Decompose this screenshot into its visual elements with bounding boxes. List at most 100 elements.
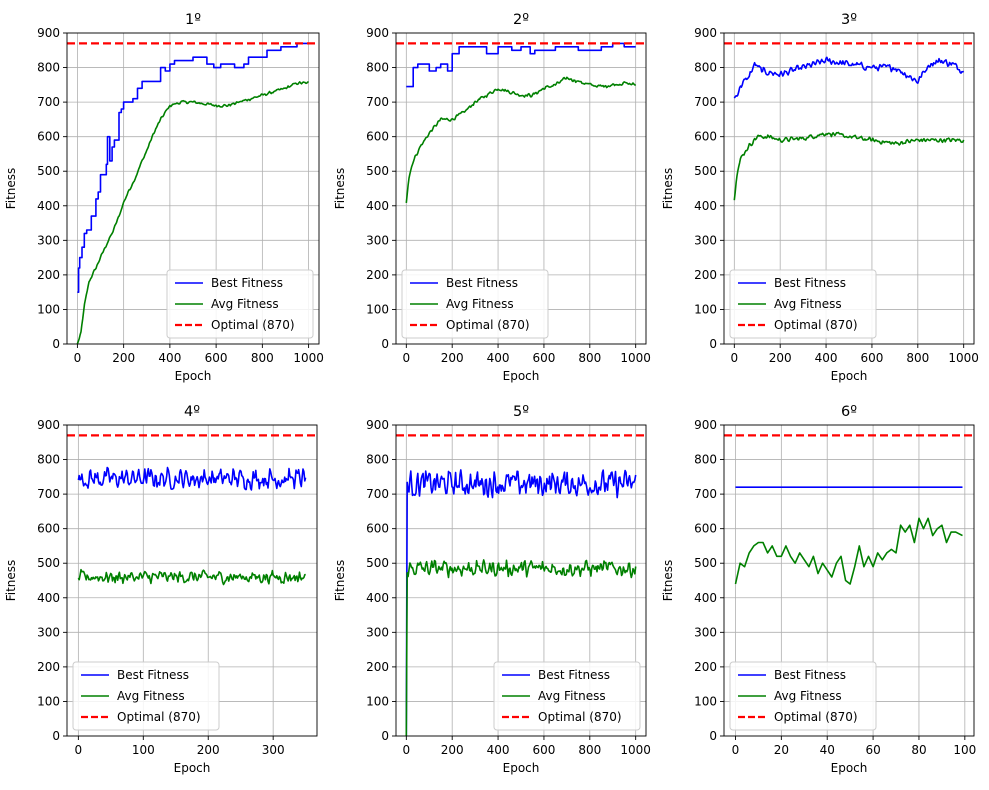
chart-title: 6º — [841, 404, 857, 420]
series-best-fitness — [733, 56, 965, 99]
legend-label: Optimal (870) — [446, 318, 530, 332]
y-axis-label: Fitness — [4, 560, 18, 602]
legend-label: Best Fitness — [211, 276, 283, 290]
x-tick-label: 800 — [578, 351, 601, 365]
plot-area — [396, 434, 646, 736]
y-tick-label: 600 — [366, 522, 389, 536]
x-tick-label: 200 — [197, 743, 220, 757]
y-tick-label: 100 — [37, 694, 60, 708]
y-tick-label: 600 — [366, 130, 389, 144]
x-tick-label: 1000 — [620, 743, 651, 757]
y-tick-label: 400 — [366, 591, 389, 605]
x-tick-label: 600 — [205, 351, 228, 365]
x-axis-label: Epoch — [174, 761, 211, 775]
y-axis-label: Fitness — [661, 560, 675, 602]
plot-area — [67, 42, 319, 344]
axes-frame — [395, 32, 647, 345]
y-tick-label: 800 — [366, 453, 389, 467]
y-tick-label: 300 — [366, 625, 389, 639]
y-tick-label: 0 — [709, 337, 717, 351]
y-tick-label: 400 — [37, 591, 60, 605]
x-tick-label: 60 — [865, 743, 880, 757]
y-tick-label: 700 — [366, 95, 389, 109]
x-tick-label: 80 — [911, 743, 926, 757]
legend-box — [166, 269, 314, 339]
legend-label: Best Fitness — [117, 668, 189, 682]
y-tick-label: 0 — [709, 729, 717, 743]
x-tick-label: 0 — [732, 743, 740, 757]
y-tick-label: 900 — [694, 26, 717, 40]
series-avg-fitness — [405, 76, 637, 203]
y-tick-label: 500 — [37, 556, 60, 570]
legend-box — [493, 661, 641, 731]
x-tick-label: 300 — [262, 743, 285, 757]
legend-label: Avg Fitness — [211, 297, 279, 311]
x-tick-label: 200 — [112, 351, 135, 365]
x-tick-label: 1000 — [948, 351, 979, 365]
chart-title: 5º — [513, 404, 529, 420]
y-tick-label: 700 — [694, 487, 717, 501]
x-tick-label: 800 — [906, 351, 929, 365]
y-tick-label: 600 — [694, 130, 717, 144]
x-axis-label: Epoch — [503, 761, 540, 775]
y-tick-label: 800 — [37, 61, 60, 75]
x-axis-label: Epoch — [831, 369, 868, 383]
y-tick-label: 600 — [694, 522, 717, 536]
y-tick-label: 400 — [694, 199, 717, 213]
y-tick-label: 800 — [694, 61, 717, 75]
y-tick-label: 700 — [37, 95, 60, 109]
y-tick-label: 0 — [381, 337, 389, 351]
y-tick-label: 400 — [366, 199, 389, 213]
y-tick-label: 500 — [694, 556, 717, 570]
chart-panel-2: 0 200 400 600 800 1000 0 100 200 300 400 500 600 700 8… — [333, 12, 651, 383]
legend-label: Avg Fitness — [774, 297, 842, 311]
legend-label: Optimal (870) — [538, 710, 622, 724]
legend-box — [729, 269, 877, 339]
x-tick-label: 200 — [441, 351, 464, 365]
y-tick-label: 300 — [694, 625, 717, 639]
y-tick-label: 300 — [366, 233, 389, 247]
legend: Best Fitness Avg Fitness Optimal (870) — [493, 661, 641, 731]
legend-box — [729, 661, 877, 731]
y-tick-label: 500 — [694, 164, 717, 178]
x-tick-label: 800 — [251, 351, 274, 365]
x-tick-label: 1000 — [620, 351, 651, 365]
x-tick-label: 100 — [953, 743, 976, 757]
y-tick-label: 100 — [366, 302, 389, 316]
y-tick-label: 400 — [694, 591, 717, 605]
y-tick-label: 100 — [366, 694, 389, 708]
legend-label: Best Fitness — [538, 668, 610, 682]
series-best-fitness — [405, 469, 637, 736]
legend-box — [72, 661, 220, 731]
y-tick-label: 600 — [37, 522, 60, 536]
legend: Best Fitness Avg Fitness Optimal (870) — [401, 269, 549, 339]
series-best-fitness — [77, 466, 307, 491]
x-tick-label: 0 — [731, 351, 739, 365]
x-tick-label: 40 — [820, 743, 835, 757]
chart-panel-4: 0 100 200 300 0 100 200 300 400 500 600 700 800 900 Ep… — [4, 404, 318, 775]
x-axis-label: Epoch — [831, 761, 868, 775]
y-tick-label: 200 — [37, 268, 60, 282]
legend-label: Optimal (870) — [211, 318, 295, 332]
y-tick-label: 200 — [366, 268, 389, 282]
legend-label: Avg Fitness — [446, 297, 514, 311]
y-tick-label: 100 — [694, 302, 717, 316]
y-tick-label: 800 — [694, 453, 717, 467]
y-tick-label: 400 — [37, 199, 60, 213]
x-tick-label: 100 — [132, 743, 155, 757]
axes-frame — [66, 32, 320, 345]
x-tick-label: 600 — [860, 351, 883, 365]
y-tick-label: 900 — [37, 26, 60, 40]
x-tick-label: 0 — [403, 351, 411, 365]
series-avg-fitness — [405, 559, 637, 736]
plot-area — [724, 434, 974, 585]
series-avg-fitness — [733, 131, 965, 201]
legend: Best Fitness Avg Fitness Optimal (870) — [72, 661, 220, 731]
y-tick-label: 700 — [37, 487, 60, 501]
y-tick-label: 900 — [366, 26, 389, 40]
x-tick-label: 400 — [158, 351, 181, 365]
series-best-fitness — [77, 42, 309, 293]
chart-title: 2º — [513, 12, 529, 28]
y-tick-label: 300 — [694, 233, 717, 247]
y-tick-label: 500 — [366, 164, 389, 178]
